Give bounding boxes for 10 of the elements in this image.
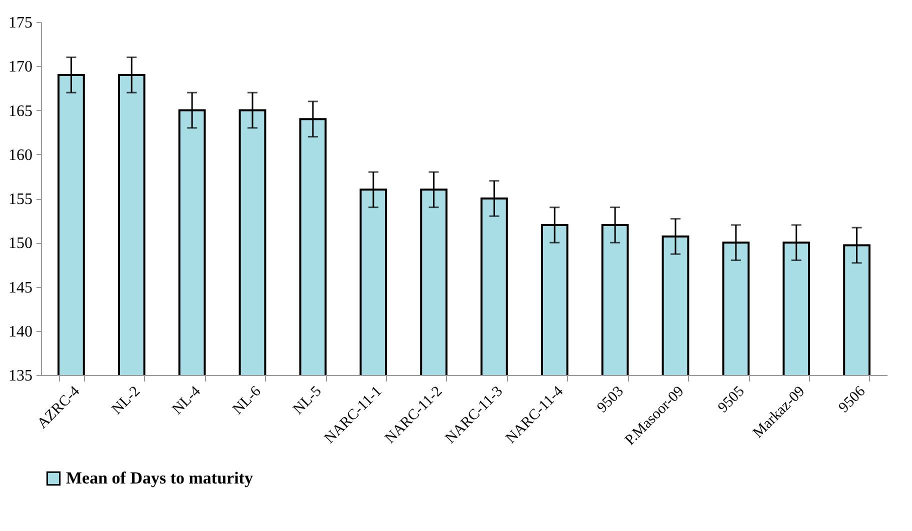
y-tick-label: 160 [8, 146, 32, 164]
y-tick-label: 170 [8, 58, 32, 76]
y-tick-label: 135 [8, 368, 32, 384]
legend-label: Mean of Days to maturity [66, 468, 254, 488]
y-tick-label: 175 [8, 14, 32, 32]
y-tick-label: 150 [8, 235, 32, 252]
y-tick-label: 145 [8, 279, 32, 296]
y-tick-label: 155 [8, 191, 32, 208]
y-tick-label: 140 [8, 323, 32, 340]
y-tick-label: 165 [8, 102, 32, 120]
